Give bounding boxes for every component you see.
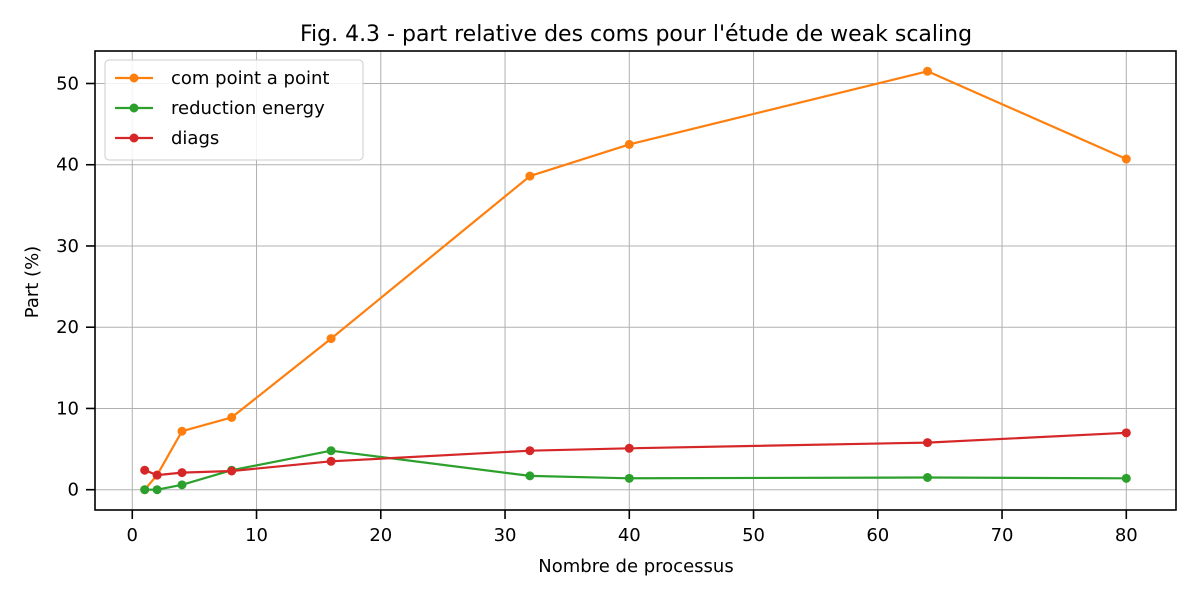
plot-frame <box>94 50 1177 511</box>
data-point <box>152 470 162 480</box>
x-tick-label: 70 <box>991 525 1014 546</box>
x-tick-label: 0 <box>127 525 138 546</box>
data-point <box>326 446 336 456</box>
y-tick-label: 20 <box>56 317 79 338</box>
legend-label: reduction energy <box>171 98 325 119</box>
plot-series <box>140 66 1131 495</box>
data-point <box>227 412 237 422</box>
data-point <box>177 426 187 436</box>
x-tick-label: 10 <box>245 525 268 546</box>
x-tick-label: 80 <box>1115 525 1138 546</box>
legend-marker <box>129 133 139 143</box>
y-tick-label: 50 <box>56 73 79 94</box>
x-tick-label: 30 <box>494 525 517 546</box>
legend-box <box>104 59 364 161</box>
data-point <box>922 66 932 76</box>
grid <box>95 51 1176 510</box>
legend: com point a point reduction energy diags <box>104 59 364 161</box>
data-point <box>326 456 336 466</box>
series-line-2 <box>144 431 1127 477</box>
legend-label: diags <box>171 128 219 149</box>
data-point <box>1121 473 1131 483</box>
legend-marker <box>129 73 139 83</box>
chart-title: Fig. 4.3 - part relative des coms pour l… <box>300 22 972 47</box>
data-point <box>227 466 237 476</box>
series-line-1 <box>144 449 1127 491</box>
y-axis-label: Part (%) <box>22 246 43 318</box>
data-point <box>525 446 535 456</box>
data-point <box>525 171 535 181</box>
data-point <box>177 468 187 478</box>
x-tick-label: 40 <box>618 525 641 546</box>
data-point <box>624 473 634 483</box>
data-point <box>140 485 150 495</box>
data-point <box>624 139 634 149</box>
y-tick-label: 10 <box>56 398 79 419</box>
legend-label: com point a point <box>171 68 329 89</box>
data-point <box>1121 428 1131 438</box>
axis-ticks: 0 10 20 30 40 50 60 70 80 0 10 20 30 40 50 <box>56 73 1138 546</box>
data-point <box>922 438 932 448</box>
data-point <box>1121 154 1131 164</box>
data-point <box>525 471 535 481</box>
data-point <box>152 485 162 495</box>
y-tick-label: 30 <box>56 236 79 257</box>
data-point <box>326 334 336 344</box>
x-tick-label: 50 <box>742 525 765 546</box>
data-point <box>177 480 187 490</box>
data-point <box>140 465 150 475</box>
x-tick-label: 60 <box>866 525 889 546</box>
data-point <box>922 473 932 483</box>
y-tick-label: 0 <box>68 480 79 501</box>
x-tick-label: 20 <box>369 525 392 546</box>
data-point <box>624 443 634 453</box>
legend-marker <box>129 103 139 113</box>
x-axis-label: Nombre de processus <box>538 556 733 577</box>
y-tick-label: 40 <box>56 155 79 176</box>
